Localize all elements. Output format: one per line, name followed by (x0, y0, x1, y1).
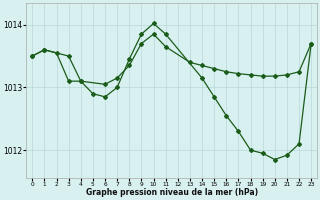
X-axis label: Graphe pression niveau de la mer (hPa): Graphe pression niveau de la mer (hPa) (86, 188, 258, 197)
